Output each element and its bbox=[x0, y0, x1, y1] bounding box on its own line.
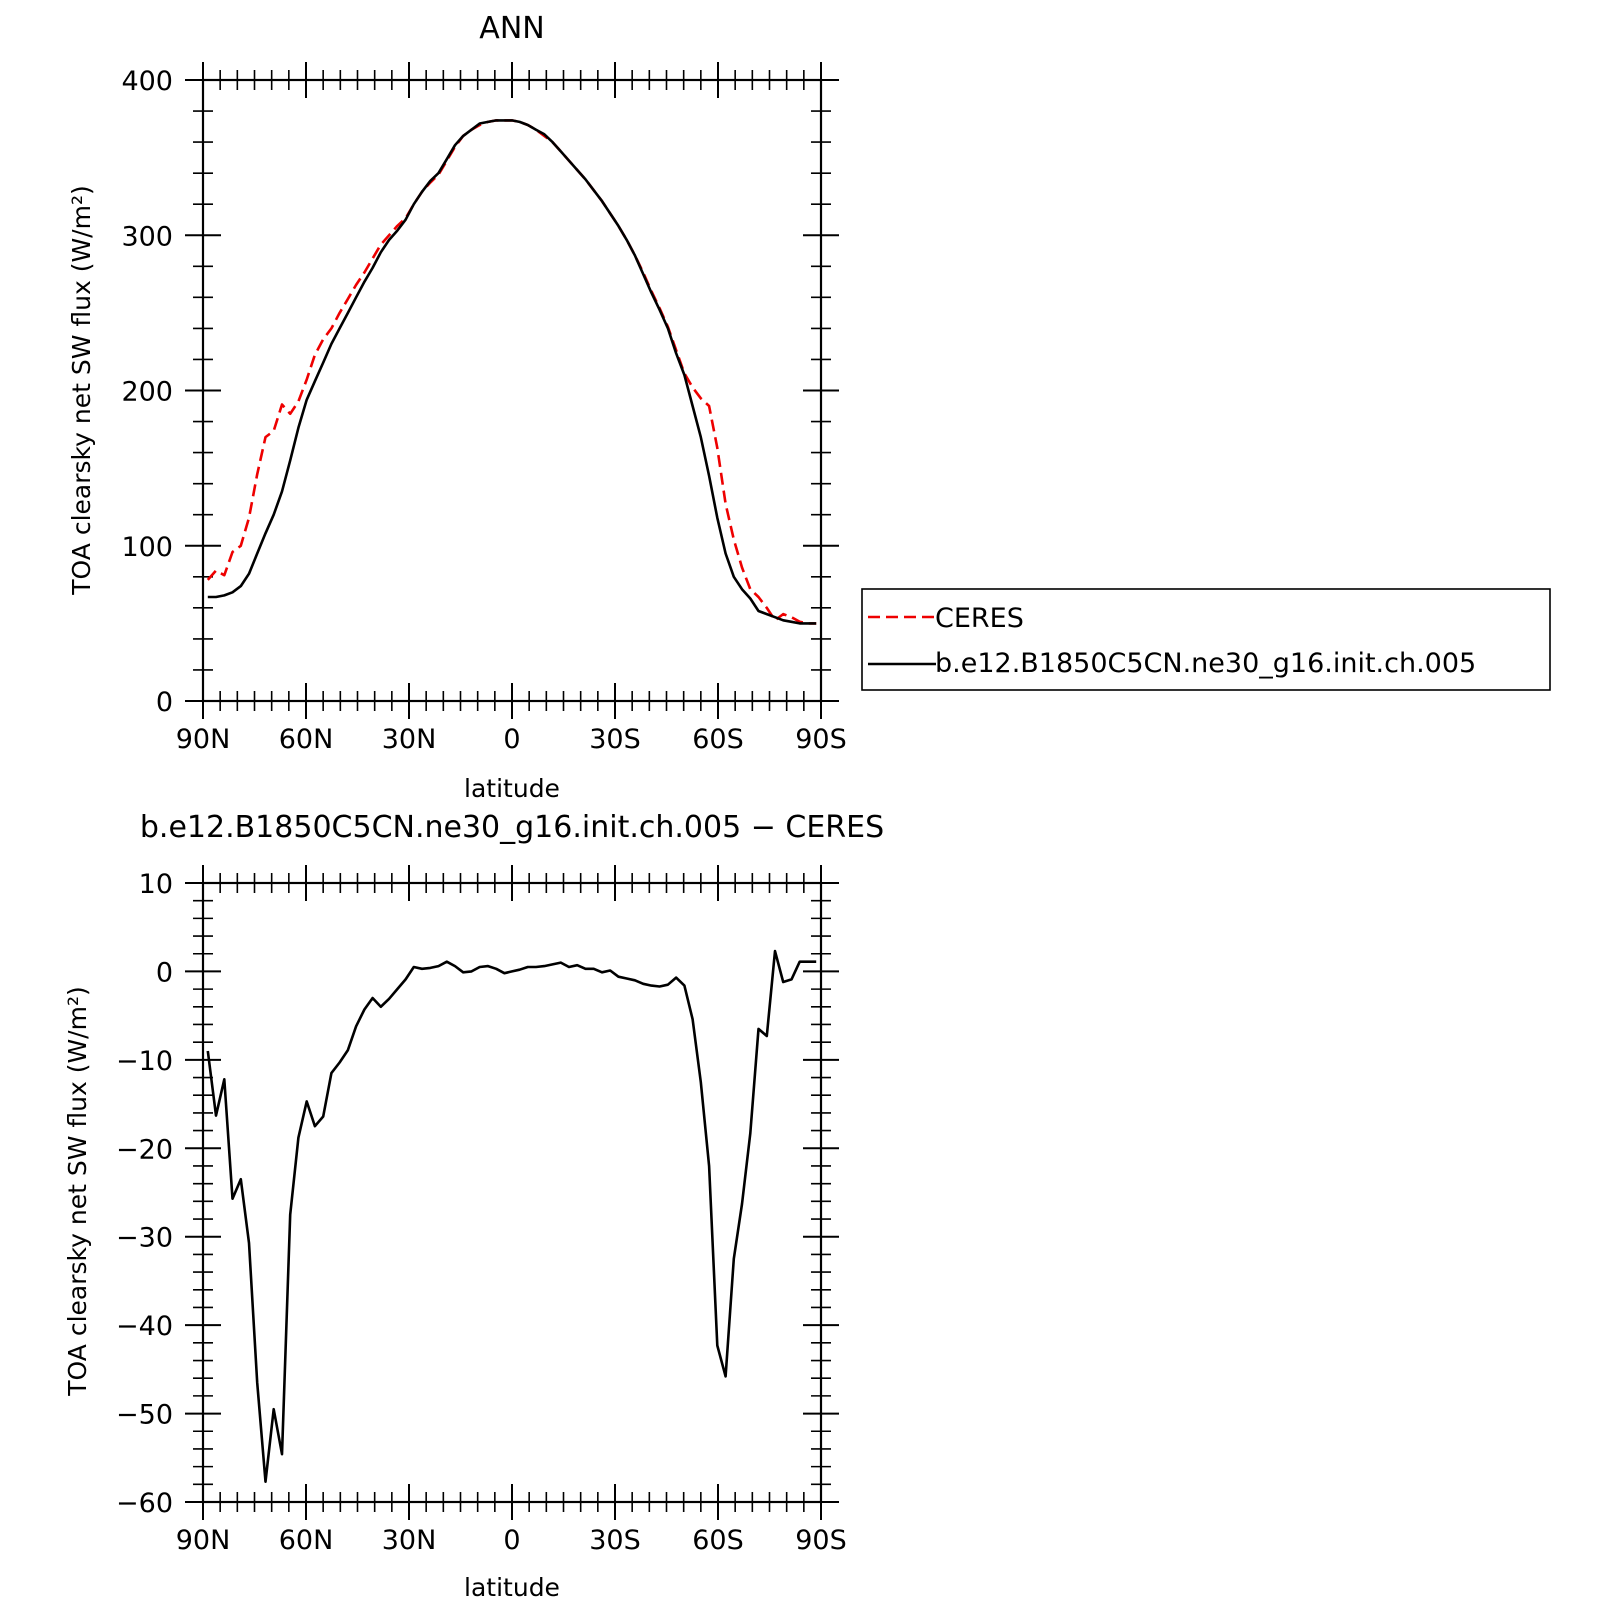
bottom-ytick-label: −40 bbox=[116, 1311, 173, 1342]
bottom-tick-labels: −60 −50 −40 −30 −20 −10 0 10 90N 60N 30N 0 30S 60S 90S bbox=[116, 869, 847, 1556]
bottom-chart-title: b.e12.B1850C5CN.ne30_g16.init.ch.005 − C… bbox=[140, 810, 884, 845]
top-panel: ANN 0 100 200 300 400 90N 60N 30N 0 30S 60S 90S lat… bbox=[67, 11, 847, 803]
top-ticks bbox=[185, 62, 839, 719]
bottom-ytick-label: −60 bbox=[116, 1488, 173, 1519]
top-chart-title: ANN bbox=[479, 11, 544, 46]
legend-box bbox=[861, 588, 1551, 691]
bottom-ytick-label: −50 bbox=[116, 1400, 173, 1431]
top-ytick-label: 400 bbox=[121, 66, 173, 97]
legend: CERES b.e12.B1850C5CN.ne30_g16.init.ch.0… bbox=[861, 588, 1551, 691]
top-ytick-label: 300 bbox=[121, 221, 173, 252]
top-ytick-label: 200 bbox=[121, 377, 173, 408]
top-xtick-label: 60N bbox=[279, 724, 334, 755]
top-ytick-label: 0 bbox=[156, 687, 173, 718]
top-xtick-label: 30N bbox=[382, 724, 437, 755]
bottom-xtick-label: 30N bbox=[382, 1525, 437, 1556]
bottom-xtick-label: 60N bbox=[279, 1525, 334, 1556]
top-xtick-label: 90S bbox=[795, 724, 847, 755]
bottom-ytick-label: −10 bbox=[116, 1046, 173, 1077]
top-series-layer bbox=[206, 119, 817, 625]
bottom-xtick-label: 30S bbox=[589, 1525, 641, 1556]
top-ytick-label: 100 bbox=[121, 532, 173, 563]
bottom-plot-frame bbox=[201, 881, 823, 1504]
top-x-axis-label: latitude bbox=[464, 774, 560, 803]
bottom-y-axis-label: TOA clearsky net SW flux (W/m²) bbox=[63, 986, 92, 1396]
top-plot-frame bbox=[201, 78, 823, 703]
bottom-xtick-label: 90N bbox=[176, 1525, 231, 1556]
bottom-xtick-label: 60S bbox=[692, 1525, 744, 1556]
top-xtick-label: 90N bbox=[176, 724, 231, 755]
bottom-series-layer bbox=[206, 949, 817, 1483]
top-xtick-label: 0 bbox=[503, 724, 520, 755]
bottom-series-line-0 bbox=[206, 949, 817, 1483]
top-xtick-label: 30S bbox=[589, 724, 641, 755]
bottom-ytick-label: −20 bbox=[116, 1134, 173, 1165]
bottom-ytick-label: 0 bbox=[156, 957, 173, 988]
top-y-axis-label: TOA clearsky net SW flux (W/m²) bbox=[67, 185, 96, 595]
top-xtick-label: 60S bbox=[692, 724, 744, 755]
top-series-line-1 bbox=[207, 119, 817, 625]
bottom-xtick-label: 0 bbox=[503, 1525, 520, 1556]
bottom-xtick-label: 90S bbox=[795, 1525, 847, 1556]
legend-label-model: b.e12.B1850C5CN.ne30_g16.init.ch.005 bbox=[935, 648, 1476, 679]
bottom-ytick-label: 10 bbox=[139, 869, 173, 900]
bottom-panel: b.e12.B1850C5CN.ne30_g16.init.ch.005 − C… bbox=[63, 810, 884, 1602]
top-tick-labels: 0 100 200 300 400 90N 60N 30N 0 30S 60S 90S bbox=[121, 66, 846, 755]
bottom-x-axis-label: latitude bbox=[464, 1573, 560, 1602]
bottom-ytick-label: −30 bbox=[116, 1223, 173, 1254]
legend-label-ceres: CERES bbox=[935, 603, 1024, 634]
